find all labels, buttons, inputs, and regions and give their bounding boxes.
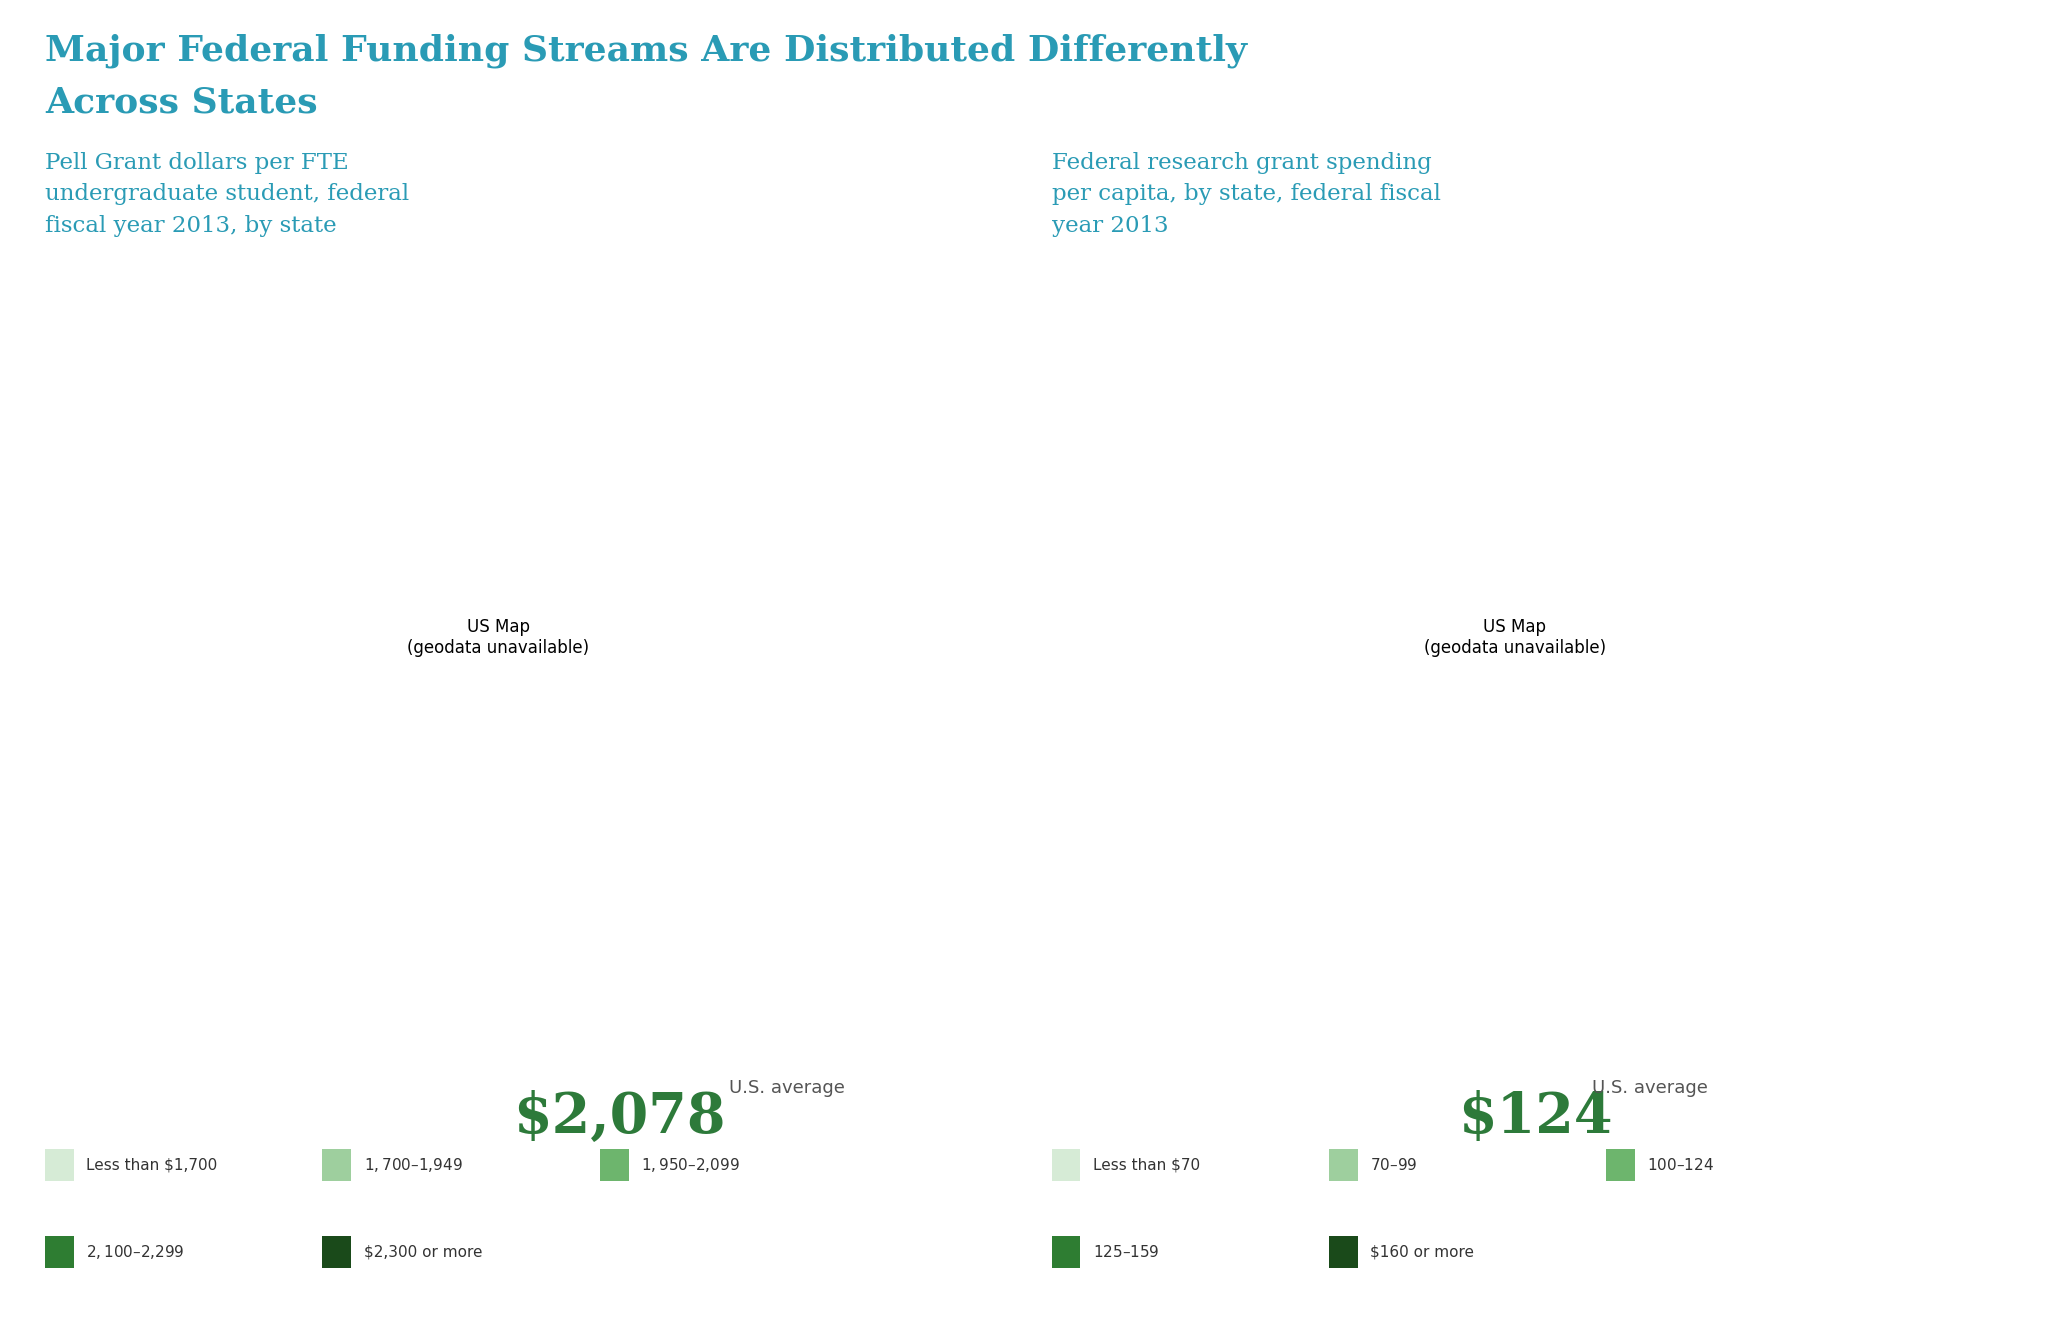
Text: U.S. average: U.S. average xyxy=(1592,1079,1707,1098)
Text: Pell Grant dollars per FTE
undergraduate student, federal
fiscal year 2013, by s: Pell Grant dollars per FTE undergraduate… xyxy=(45,152,409,236)
Text: $1,700–$1,949: $1,700–$1,949 xyxy=(364,1156,462,1174)
Text: $70–$99: $70–$99 xyxy=(1370,1157,1417,1173)
Text: Major Federal Funding Streams Are Distributed Differently: Major Federal Funding Streams Are Distri… xyxy=(45,33,1247,67)
Text: $100–$124: $100–$124 xyxy=(1647,1157,1715,1173)
Text: US Map
(geodata unavailable): US Map (geodata unavailable) xyxy=(407,618,589,657)
Text: $125–$159: $125–$159 xyxy=(1093,1244,1158,1260)
Text: $160 or more: $160 or more xyxy=(1370,1244,1475,1260)
Text: U.S. average: U.S. average xyxy=(729,1079,844,1098)
Text: $2,078: $2,078 xyxy=(514,1090,725,1145)
Text: Less than $1,700: Less than $1,700 xyxy=(86,1157,218,1173)
Text: $124: $124 xyxy=(1458,1090,1612,1145)
Text: $2,100–$2,299: $2,100–$2,299 xyxy=(86,1243,185,1262)
Text: $1,950–$2,099: $1,950–$2,099 xyxy=(641,1156,739,1174)
Text: Federal research grant spending
per capita, by state, federal fiscal
year 2013: Federal research grant spending per capi… xyxy=(1052,152,1440,236)
Text: $2,300 or more: $2,300 or more xyxy=(364,1244,483,1260)
Text: US Map
(geodata unavailable): US Map (geodata unavailable) xyxy=(1423,618,1606,657)
Text: Across States: Across States xyxy=(45,86,318,120)
Text: Less than $70: Less than $70 xyxy=(1093,1157,1200,1173)
